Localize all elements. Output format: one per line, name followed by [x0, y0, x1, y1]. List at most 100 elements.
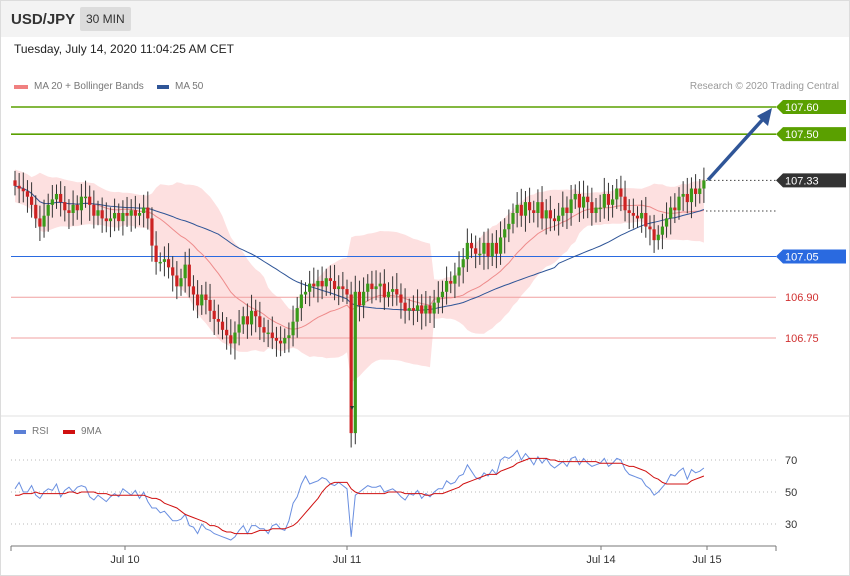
price-level-label: 107.60 — [785, 102, 819, 114]
candle-body — [21, 188, 25, 192]
candle-body — [623, 196, 627, 211]
candle-body — [635, 215, 640, 219]
ma50-swatch — [157, 84, 169, 89]
candle-body — [88, 196, 92, 205]
candle-body — [328, 278, 332, 281]
price-level-label: 107.33 — [785, 175, 819, 187]
candle-body — [656, 234, 660, 241]
candle-body — [469, 242, 474, 249]
rsi-line — [14, 449, 705, 541]
candle-body — [420, 305, 424, 314]
copyright-note: Research © 2020 Trading Central — [689, 81, 839, 92]
candle-body — [602, 193, 606, 208]
candle-body — [75, 204, 79, 211]
candle-body — [519, 204, 523, 216]
candle-body — [308, 283, 312, 292]
candle-body — [137, 212, 142, 216]
candle-body — [465, 242, 469, 260]
candle-body — [627, 210, 631, 213]
candle-body — [125, 212, 129, 216]
candle-body — [279, 340, 283, 344]
candle-body — [685, 193, 689, 203]
candle-body — [100, 210, 104, 219]
candle-body — [245, 316, 249, 325]
candle-body — [241, 316, 245, 325]
candle-body — [349, 294, 353, 434]
candle-body — [270, 332, 274, 338]
legend-ma20-label: MA 20 + Bollinger Bands — [34, 81, 144, 92]
candle-body — [212, 310, 216, 319]
timeframe-button[interactable]: 30 MIN — [80, 7, 131, 31]
legend-ma50: MA 50 — [157, 81, 203, 92]
candle-body — [569, 199, 573, 213]
candle-body — [150, 218, 154, 246]
candle-body — [191, 286, 196, 295]
candle-body — [104, 218, 108, 222]
candle-body — [619, 188, 623, 197]
candle-body — [17, 185, 21, 189]
candle-body — [395, 289, 399, 295]
candle-body — [428, 305, 432, 314]
candle-body — [557, 215, 561, 222]
bollinger-band-area — [15, 169, 704, 383]
candle-body — [316, 280, 320, 287]
legend-ma50-label: MA 50 — [175, 81, 204, 92]
candle-body — [79, 196, 83, 211]
candle-body — [113, 212, 117, 219]
candle-body — [121, 212, 125, 222]
candle-body — [337, 286, 341, 290]
candle-body — [644, 212, 648, 227]
forecast-arrow-line — [706, 116, 766, 182]
candle-body — [220, 321, 225, 330]
rsi-axis-label: 30 — [785, 519, 797, 531]
legend-rsi-label: RSI — [32, 426, 49, 437]
price-level-label: 107.50 — [785, 129, 819, 141]
candle-body — [171, 267, 175, 276]
candle-body — [200, 294, 204, 306]
candle-body — [457, 267, 461, 276]
candle-body — [445, 280, 449, 292]
candle-body — [391, 289, 395, 292]
candle-body — [586, 196, 590, 203]
candle-body — [486, 242, 490, 257]
candle-body — [25, 191, 30, 197]
candle-body — [129, 210, 133, 216]
candle-body — [424, 305, 428, 314]
candle-body — [262, 327, 266, 333]
x-tick-label: Jul 15 — [692, 554, 721, 566]
candle-body — [594, 207, 598, 213]
candle-body — [640, 212, 644, 219]
candle-body — [34, 204, 38, 219]
price-level-label: 106.75 — [785, 333, 819, 345]
candle-body — [324, 278, 328, 287]
candle-body — [133, 210, 137, 216]
candle-body — [523, 202, 528, 216]
candle-body — [50, 199, 54, 205]
candle-body — [42, 215, 46, 227]
rsi-ma-swatch — [63, 429, 75, 434]
candle-body — [83, 196, 88, 199]
candle-body — [146, 207, 150, 219]
candle-body — [287, 335, 291, 338]
symbol-label: USD/JPY — [11, 11, 76, 28]
candle-body — [440, 291, 445, 298]
candle-body — [274, 338, 279, 341]
candle-body — [30, 196, 34, 205]
candle-body — [474, 248, 478, 254]
price-level-tag — [776, 100, 846, 114]
candle-body — [54, 193, 59, 200]
candle-body — [432, 302, 436, 314]
legend-9ma: 9MA — [63, 426, 102, 437]
candle-body — [611, 199, 615, 205]
candle-body — [59, 193, 63, 203]
candle-body — [581, 196, 586, 208]
candle-body — [295, 308, 299, 322]
rsi-swatch — [14, 429, 26, 434]
candle-body — [312, 283, 316, 287]
x-tick-label: Jul 10 — [110, 554, 139, 566]
candle-body — [494, 242, 498, 254]
candle-body — [660, 226, 664, 235]
candle-body — [673, 207, 677, 211]
candle-body — [254, 310, 258, 317]
